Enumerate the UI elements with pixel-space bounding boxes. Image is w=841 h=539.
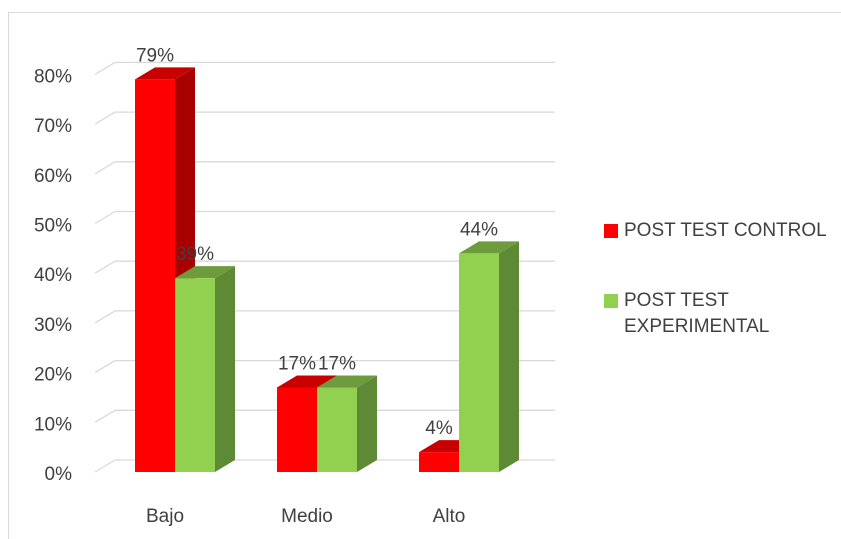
data-label: 17% [278, 354, 316, 375]
bar [317, 387, 357, 472]
legend: POST TEST CONTROL POST TEST EXPERIMENTAL [604, 218, 834, 384]
y-tick-label: 80% [34, 66, 72, 87]
bar-top [459, 241, 519, 254]
chart-frame-top [8, 12, 841, 13]
gridline-side [94, 210, 116, 225]
y-tick-label: 0% [45, 464, 73, 485]
legend-label-experimental: POST TEST EXPERIMENTAL [624, 290, 770, 337]
gridline-side [94, 161, 116, 175]
y-tick-label: 20% [34, 365, 72, 386]
legend-item-experimental: POST TEST EXPERIMENTAL [604, 288, 834, 340]
y-tick-label: 10% [34, 414, 72, 435]
legend-item-control: POST TEST CONTROL [604, 218, 834, 244]
data-label: 17% [318, 354, 356, 375]
bar-top [135, 67, 195, 80]
y-tick-label: 30% [34, 315, 72, 336]
legend-swatch-experimental [604, 294, 618, 308]
y-tick-label: 60% [34, 166, 72, 187]
data-label: 79% [136, 45, 174, 66]
bar-top [175, 266, 235, 279]
bar [135, 79, 175, 473]
gridline-side [94, 360, 116, 374]
gridline-side [94, 61, 116, 75]
data-label: 44% [460, 219, 498, 240]
gridline-side [94, 409, 116, 423]
bar-top [317, 375, 377, 388]
bar [459, 253, 499, 472]
y-tick-label: 70% [34, 116, 72, 137]
gridline-side [94, 310, 116, 324]
bar [277, 387, 317, 472]
y-tick-label: 40% [34, 265, 72, 286]
bar-side [215, 266, 235, 472]
y-tick-label: 50% [34, 216, 72, 237]
data-label: 4% [425, 418, 453, 439]
chart-frame-left [8, 12, 9, 539]
data-label: 39% [176, 244, 214, 265]
gridline-side [94, 459, 116, 473]
bar-side [357, 375, 377, 472]
x-tick-label: Bajo [146, 506, 184, 527]
bar-side [499, 241, 519, 472]
legend-label-control: POST TEST CONTROL [624, 220, 827, 241]
x-tick-label: Medio [281, 506, 333, 527]
bar [175, 278, 215, 472]
x-tick-label: Alto [433, 506, 466, 527]
gridline-side [94, 260, 116, 274]
gridline-side [94, 111, 116, 125]
legend-swatch-control [604, 224, 618, 238]
bar [419, 452, 459, 472]
